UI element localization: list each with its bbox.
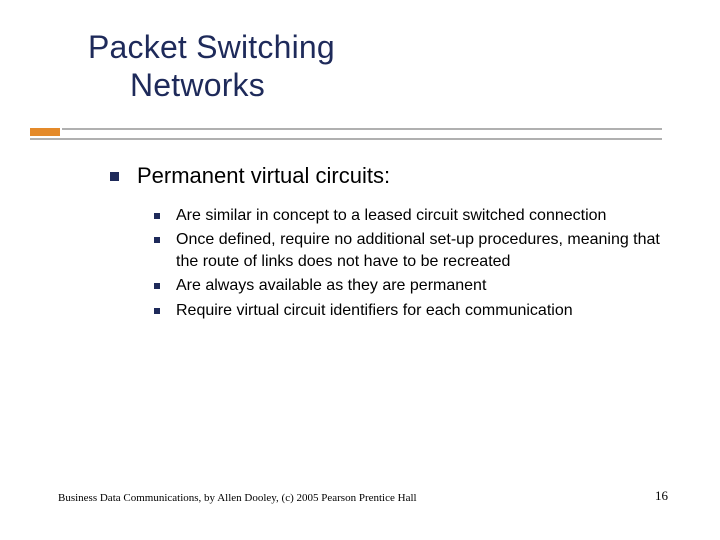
square-bullet-icon (110, 172, 119, 181)
square-bullet-icon (154, 283, 160, 289)
bullet-level-2: Require virtual circuit identifiers for … (154, 300, 670, 322)
bullet-level-2: Once defined, require no additional set-… (154, 229, 670, 272)
title-line-2: Networks (88, 66, 335, 104)
level-1-text: Permanent virtual circuits: (137, 162, 390, 191)
square-bullet-icon (154, 308, 160, 314)
bullet-level-2: Are always available as they are permane… (154, 275, 670, 297)
level-2-text: Are similar in concept to a leased circu… (176, 205, 606, 227)
sub-bullet-list: Are similar in concept to a leased circu… (154, 205, 670, 322)
bullet-level-1: Permanent virtual circuits: (110, 162, 670, 191)
page-number: 16 (655, 488, 668, 504)
divider-orange-accent (30, 128, 60, 136)
footer-text: Business Data Communications, by Allen D… (58, 492, 417, 504)
title-line-1: Packet Switching (88, 28, 335, 66)
divider-line-bottom (30, 138, 662, 140)
level-2-text: Are always available as they are permane… (176, 275, 486, 297)
bullet-level-2: Are similar in concept to a leased circu… (154, 205, 670, 227)
divider-line-top (62, 128, 662, 130)
content-area: Permanent virtual circuits: Are similar … (110, 162, 670, 325)
slide-title: Packet Switching Networks (88, 28, 335, 105)
slide: Packet Switching Networks Permanent virt… (0, 0, 720, 540)
square-bullet-icon (154, 213, 160, 219)
level-2-text: Require virtual circuit identifiers for … (176, 300, 573, 322)
level-2-text: Once defined, require no additional set-… (176, 229, 670, 272)
title-divider (0, 128, 720, 144)
square-bullet-icon (154, 237, 160, 243)
